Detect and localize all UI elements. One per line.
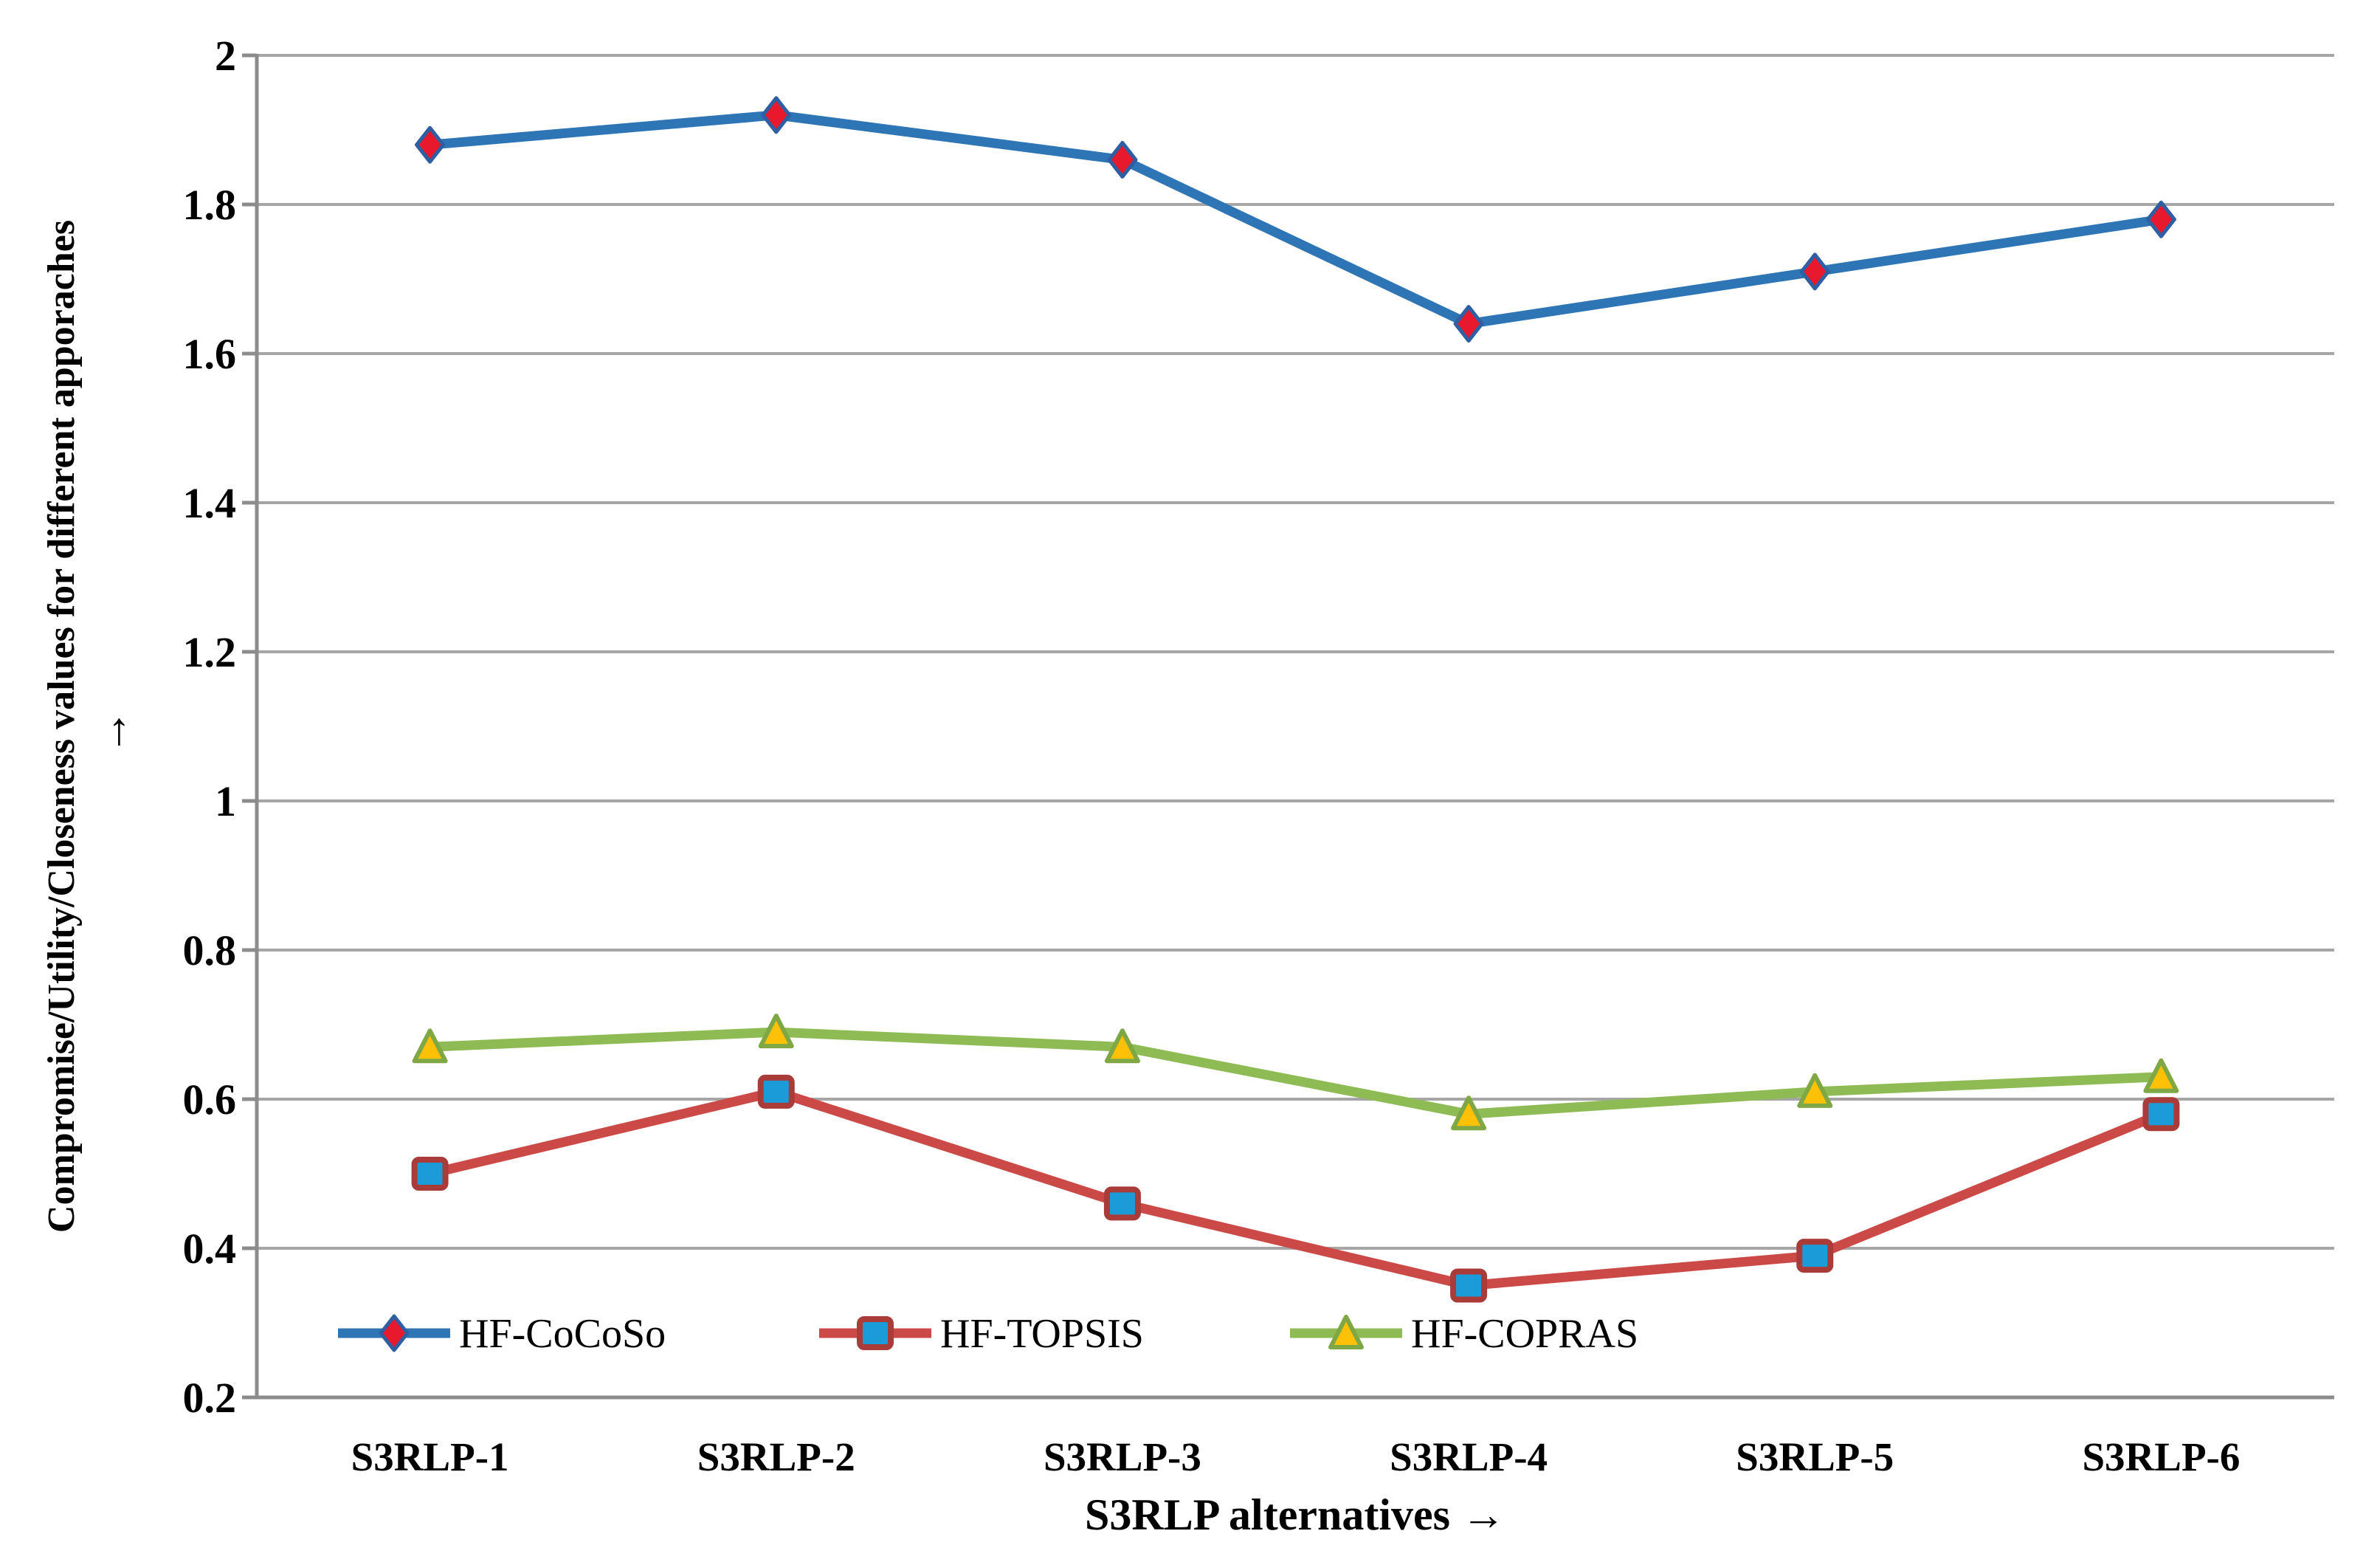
x-axis-category-labels: S3RLP-1 S3RLP-2 S3RLP-3 S3RLP-4 S3RLP-5 S3RLP… [351,1434,2241,1479]
y-tick-label: 1.2 [183,628,237,676]
data-point-marker-square [2142,1097,2180,1132]
y-tick-label: 0.8 [183,926,237,974]
x-category-label: S3RLP-6 [2082,1434,2240,1479]
data-series-layer [411,96,2180,1303]
y-tick-label: 0.2 [183,1374,237,1422]
x-category-label: S3RLP-1 [351,1434,509,1479]
data-point-marker-square [1103,1186,1141,1221]
y-tick-label: 0.4 [183,1225,237,1273]
data-point-marker-square [857,1316,894,1350]
data-point-marker-square [411,1157,449,1191]
y-axis-title-arrow-icon: ↑ [108,704,131,754]
y-axis-title: Compromise/Utility/Closeness values for … [41,220,83,1233]
y-tick-label: 1 [215,777,236,825]
x-axis-title: S3RLP alternatives → [1085,1490,1505,1539]
y-tick-label: 1.4 [183,479,237,527]
data-point-marker-triangle [1797,1073,1833,1108]
series-HF-TOPSIS [411,1074,2180,1303]
data-point-marker-square [1796,1239,1834,1273]
y-tick-label: 2 [215,32,236,80]
data-point-marker-diamond [1799,252,1830,291]
y-tick-label: 1.6 [183,330,237,378]
x-category-label: S3RLP-5 [1736,1434,1894,1479]
legend-item-HF-TOPSIS: HF-TOPSIS [819,1311,1144,1357]
legend-label: HF-TOPSIS [940,1311,1144,1357]
x-category-label: S3RLP-4 [1390,1434,1548,1479]
data-point-marker-diamond [1107,140,1138,179]
data-point-marker-diamond [761,96,792,134]
series-line [425,1027,2166,1119]
data-point-marker-triangle [1451,1095,1487,1131]
y-tick-label: 1.8 [183,181,237,229]
series-HF-COPRAS [412,1014,2179,1131]
y-axis-ticks [242,53,257,1400]
data-point-marker-triangle [2143,1058,2179,1093]
data-point-marker-triangle [1104,1028,1140,1064]
series-HF-CoCoSo [415,96,2176,343]
legend-label: HF-CoCoSo [459,1311,666,1357]
data-point-marker-diamond [2145,200,2176,238]
series-line [425,1087,2166,1291]
legend-label: HF-COPRAS [1411,1311,1638,1357]
data-point-marker-triangle [758,1014,794,1049]
data-point-marker-diamond [415,125,446,164]
chart-legend: HF-CoCoSo HF-TOPSIS HF-COPRAS [338,1311,1638,1357]
y-tick-label: 0.6 [183,1076,237,1124]
x-category-label: S3RLP-3 [1044,1434,1201,1479]
legend-item-HF-CoCoSo: HF-CoCoSo [338,1311,666,1357]
y-axis-tick-labels: 2 1.8 1.6 1.4 1.2 1 0.8 0.6 0.4 0.2 [183,32,237,1422]
data-point-marker-diamond [1453,305,1484,343]
data-point-marker-triangle [412,1028,448,1064]
gridlines [257,54,2334,1399]
series-line [425,110,2166,329]
data-point-marker-triangle [1328,1315,1364,1349]
x-category-label: S3RLP-2 [697,1434,855,1479]
data-point-marker-square [1450,1268,1488,1303]
legend-item-HF-COPRAS: HF-COPRAS [1290,1311,1638,1357]
data-point-marker-diamond [379,1314,410,1352]
data-point-marker-square [757,1074,795,1109]
